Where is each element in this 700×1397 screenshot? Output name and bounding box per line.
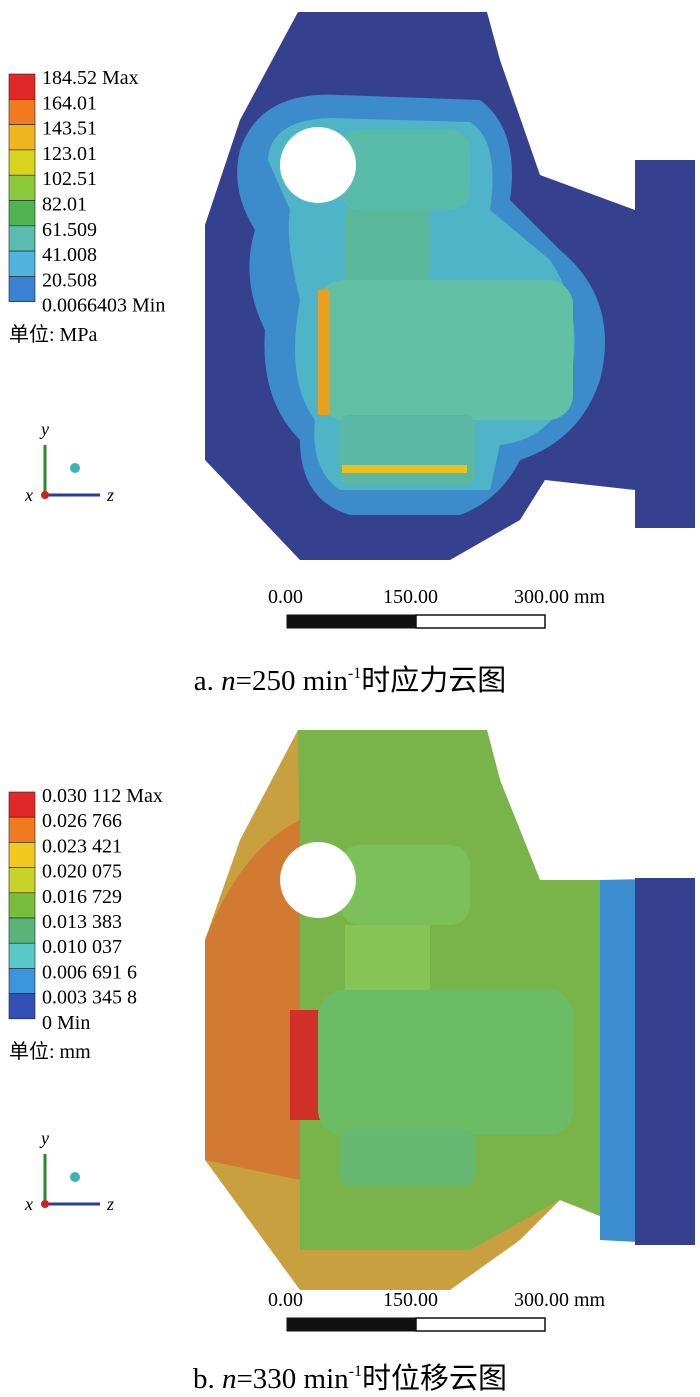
caption-variable: n: [222, 1363, 237, 1395]
axis-z-label: z: [106, 1194, 114, 1214]
caption-equation: =330 min: [236, 1363, 349, 1395]
displacement-contour: [205, 730, 695, 1290]
caption-label: b.: [193, 1363, 222, 1395]
scale-label: 150.00: [383, 586, 438, 608]
panel: 0.030 112 Max 0.026 766 0.023 421 0.020 075…: [8, 785, 606, 1395]
legend-swatch: [8, 99, 36, 125]
caption-label: a.: [194, 665, 221, 697]
legend-label: 0 Min: [42, 1012, 90, 1034]
legend-swatch: [8, 276, 36, 302]
legend-label: 102.51: [42, 168, 97, 190]
legend-label: 0.026 766: [42, 810, 122, 832]
legend-label: 0.0066403 Min: [42, 295, 165, 317]
legend-label: 61.509: [42, 219, 97, 241]
scale-label: 150.00: [383, 1289, 438, 1311]
legend-swatch: [8, 942, 36, 969]
legend-swatch: [8, 791, 36, 818]
legend-swatch: [8, 867, 36, 894]
scale-bar-white: [415, 1317, 546, 1332]
caption-variable: n: [221, 665, 236, 697]
legend-swatch: [8, 124, 36, 151]
axis-origin: [41, 1200, 49, 1208]
legend-unit: 单位: mm: [9, 1040, 91, 1063]
legend-swatch: [8, 149, 36, 176]
stress-contour: [205, 12, 695, 560]
legend-swatch: [8, 892, 36, 919]
legend-swatch: [8, 968, 36, 994]
caption-equation: =250 min: [236, 665, 349, 697]
legend-swatch: [8, 174, 36, 201]
axis-x-label: x: [24, 1194, 33, 1214]
scale-label: 0.00: [268, 586, 303, 608]
legend-label: 82.01: [42, 194, 87, 216]
legend-label: 0.023 421: [42, 835, 122, 857]
legend-label: 0.016 729: [42, 886, 122, 908]
legend-label: 41.008: [42, 244, 97, 266]
axis-origin: [41, 491, 49, 499]
legend-label: 0.030 112 Max: [42, 785, 163, 807]
caption: b. n=330 min-1时位移云图: [193, 1362, 507, 1395]
legend-label: 164.01: [42, 92, 97, 114]
legend-label: 123.01: [42, 143, 97, 165]
legend-label: 0.003 345 8: [42, 987, 137, 1009]
axis-z-label: z: [106, 485, 114, 505]
legend-swatch: [8, 225, 36, 252]
scale-label: 300.00 mm: [514, 1289, 606, 1311]
legend-swatch: [8, 917, 36, 944]
caption-text: 时位移云图: [362, 1362, 507, 1395]
legend-label: 0.006 691 6: [42, 961, 137, 983]
legend-swatch: [8, 816, 36, 843]
legend-swatch: [8, 200, 36, 227]
legend-swatch: [8, 250, 36, 277]
scale-label: 0.00: [268, 1289, 303, 1311]
legend-unit: 单位: MPa: [9, 323, 97, 346]
legend-swatch: [8, 842, 36, 868]
caption-superscript: -1: [348, 665, 361, 682]
orientation-dot: [70, 463, 80, 473]
legend-label: 143.51: [42, 118, 97, 140]
scale-bar-black: [286, 614, 417, 629]
legend-label: 0.013 383: [42, 911, 122, 933]
orientation-dot: [70, 1172, 80, 1182]
caption-superscript: -1: [349, 1363, 362, 1380]
legend-label: 0.010 037: [42, 936, 122, 958]
scale-bar-black: [286, 1317, 417, 1332]
scale-label: 300.00 mm: [514, 586, 606, 608]
legend-swatch: [8, 993, 36, 1020]
legend-label: 0.020 075: [42, 861, 122, 883]
axis-x-label: x: [24, 485, 33, 505]
scale-bar-white: [415, 614, 546, 629]
legend-label: 184.52 Max: [42, 67, 139, 89]
axis-y-label: y: [39, 1128, 49, 1148]
caption-text: 时应力云图: [361, 664, 506, 697]
caption: a. n=250 min-1时应力云图: [194, 664, 506, 697]
axis-y-label: y: [39, 419, 49, 439]
legend-label: 20.508: [42, 269, 97, 291]
panel: 184.52 Max 164.01 143.51 123.01 102.51 82.01 6…: [8, 67, 606, 697]
legend-swatch: [8, 73, 36, 100]
